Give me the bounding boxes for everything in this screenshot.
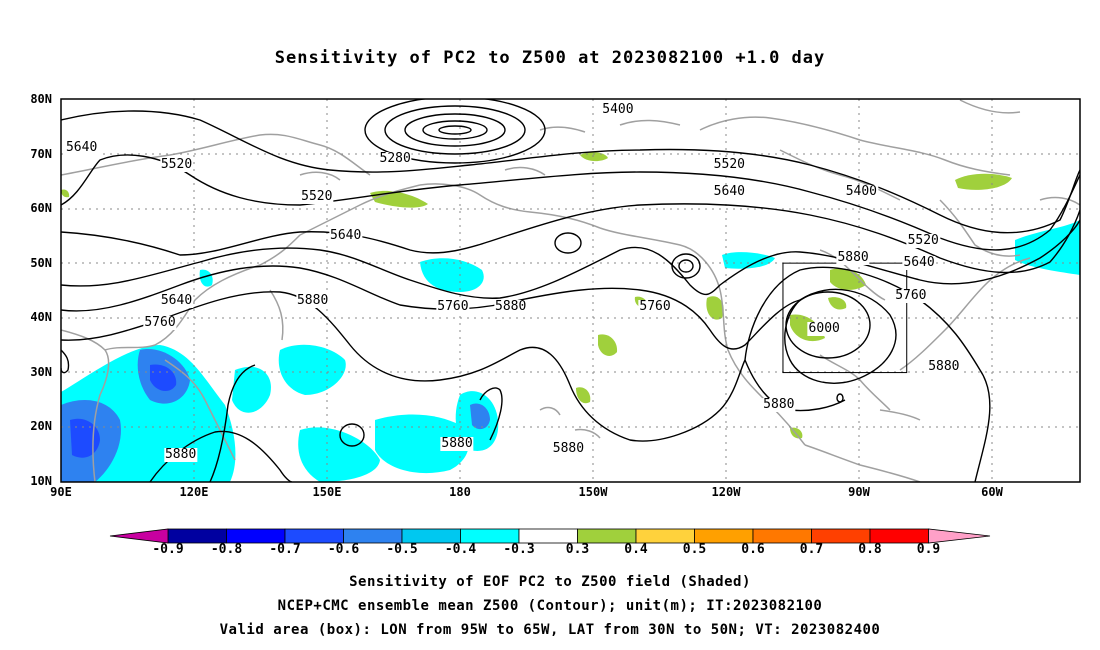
contour-label: 5640 bbox=[329, 227, 363, 243]
contour-label: 5880 bbox=[494, 298, 528, 314]
contour-label: 5880 bbox=[163, 446, 198, 462]
contour-label: 5280 bbox=[378, 151, 412, 167]
colorbar-swatch bbox=[811, 528, 871, 544]
colorbar-label: -0.5 bbox=[386, 542, 418, 557]
colorbar-swatch bbox=[401, 528, 461, 544]
map-frame bbox=[60, 98, 1081, 483]
colorbar-swatch bbox=[167, 528, 227, 544]
colorbar-label: 0.3 bbox=[565, 542, 590, 557]
lat-tick-50n: 50N bbox=[30, 256, 52, 270]
contour-label: 5880 bbox=[927, 359, 961, 375]
lon-tick-180: 180 bbox=[449, 485, 471, 499]
colorbar-swatch bbox=[460, 528, 520, 544]
contour-label: 5880 bbox=[295, 293, 330, 309]
contour-label: 5640 bbox=[159, 293, 194, 309]
colorbar-swatch bbox=[284, 528, 344, 544]
colorbar-high-end-triangle bbox=[928, 528, 991, 544]
contour-label: 5880 bbox=[762, 397, 796, 413]
contour-label: 5400 bbox=[844, 184, 878, 199]
colorbar-swatch bbox=[518, 528, 578, 544]
lon-tick-90e: 90E bbox=[50, 485, 72, 499]
lat-tick-10n: 10N bbox=[30, 474, 52, 488]
contour-label: 5520 bbox=[159, 156, 194, 172]
colorbar-label: 0.9 bbox=[916, 542, 941, 557]
colorbar-swatch bbox=[752, 528, 812, 544]
colorbar-label: 0.7 bbox=[799, 542, 824, 557]
contour-label: 5760 bbox=[894, 287, 928, 303]
lat-tick-70n: 70N bbox=[30, 147, 52, 161]
positive-shading bbox=[61, 152, 1012, 439]
colorbar-swatch bbox=[577, 528, 637, 544]
contour-label: 5760 bbox=[638, 298, 672, 314]
lon-tick-120w: 120W bbox=[711, 485, 741, 499]
colorbar bbox=[109, 528, 991, 544]
lat-tick-60n: 60N bbox=[30, 201, 52, 215]
z500-contours bbox=[61, 99, 1080, 482]
colorbar-swatch bbox=[869, 528, 929, 544]
footer-line-1: Sensitivity of EOF PC2 to Z500 field (Sh… bbox=[349, 574, 751, 590]
colorbar-swatch bbox=[343, 528, 403, 544]
colorbar-label: 0.8 bbox=[858, 542, 882, 557]
contour-label: 5520 bbox=[300, 189, 334, 205]
colorbar-low-end-triangle bbox=[109, 528, 169, 544]
contour-label: 5640 bbox=[64, 140, 99, 156]
colorbar-swatch bbox=[635, 528, 695, 544]
contour-label: 5520 bbox=[712, 156, 746, 172]
contour-label: 5640 bbox=[712, 184, 746, 199]
contour-label: 5520 bbox=[906, 233, 940, 249]
lon-tick-90w: 90W bbox=[848, 485, 870, 499]
colorbar-swatch bbox=[694, 528, 754, 544]
chart-title: Sensitivity of PC2 to Z500 at 2023082100… bbox=[274, 48, 826, 68]
colorbar-label: -0.3 bbox=[503, 542, 535, 557]
footer-line-2: NCEP+CMC ensemble mean Z500 (Contour); u… bbox=[277, 598, 823, 614]
colorbar-label: -0.6 bbox=[327, 542, 360, 557]
colorbar-label: 0.5 bbox=[682, 542, 707, 557]
lat-tick-20n: 20N bbox=[30, 419, 52, 433]
contour-label: 5880 bbox=[551, 441, 586, 457]
lat-tick-30n: 30N bbox=[30, 365, 52, 379]
lon-tick-120e: 120E bbox=[179, 485, 209, 499]
lat-tick-80n: 80N bbox=[30, 92, 52, 106]
contour-label: 5880 bbox=[836, 249, 870, 265]
colorbar-label: 0.4 bbox=[624, 542, 648, 557]
colorbar-label: -0.7 bbox=[269, 542, 301, 557]
colorbar-label: 0.6 bbox=[741, 542, 765, 557]
footer-line-3: Valid area (box): LON from 95W to 65W, L… bbox=[219, 622, 881, 638]
contour-label: 5760 bbox=[436, 298, 470, 314]
contour-label: 5400 bbox=[601, 101, 635, 117]
colorbar-label: -0.9 bbox=[152, 542, 184, 557]
colorbar-label: -0.4 bbox=[444, 542, 477, 557]
contour-label: 5640 bbox=[902, 255, 936, 271]
colorbar-swatch bbox=[226, 528, 286, 544]
colorbar-label: -0.8 bbox=[210, 542, 243, 557]
lon-tick-150w: 150W bbox=[578, 485, 608, 499]
contour-label: 5760 bbox=[143, 315, 177, 331]
lon-tick-150e: 150E bbox=[312, 485, 342, 499]
lat-tick-40n: 40N bbox=[30, 310, 52, 324]
contour-label: 5880 bbox=[440, 435, 474, 451]
lon-tick-60w: 60W bbox=[981, 485, 1003, 499]
contour-label: 6000 bbox=[807, 320, 841, 336]
